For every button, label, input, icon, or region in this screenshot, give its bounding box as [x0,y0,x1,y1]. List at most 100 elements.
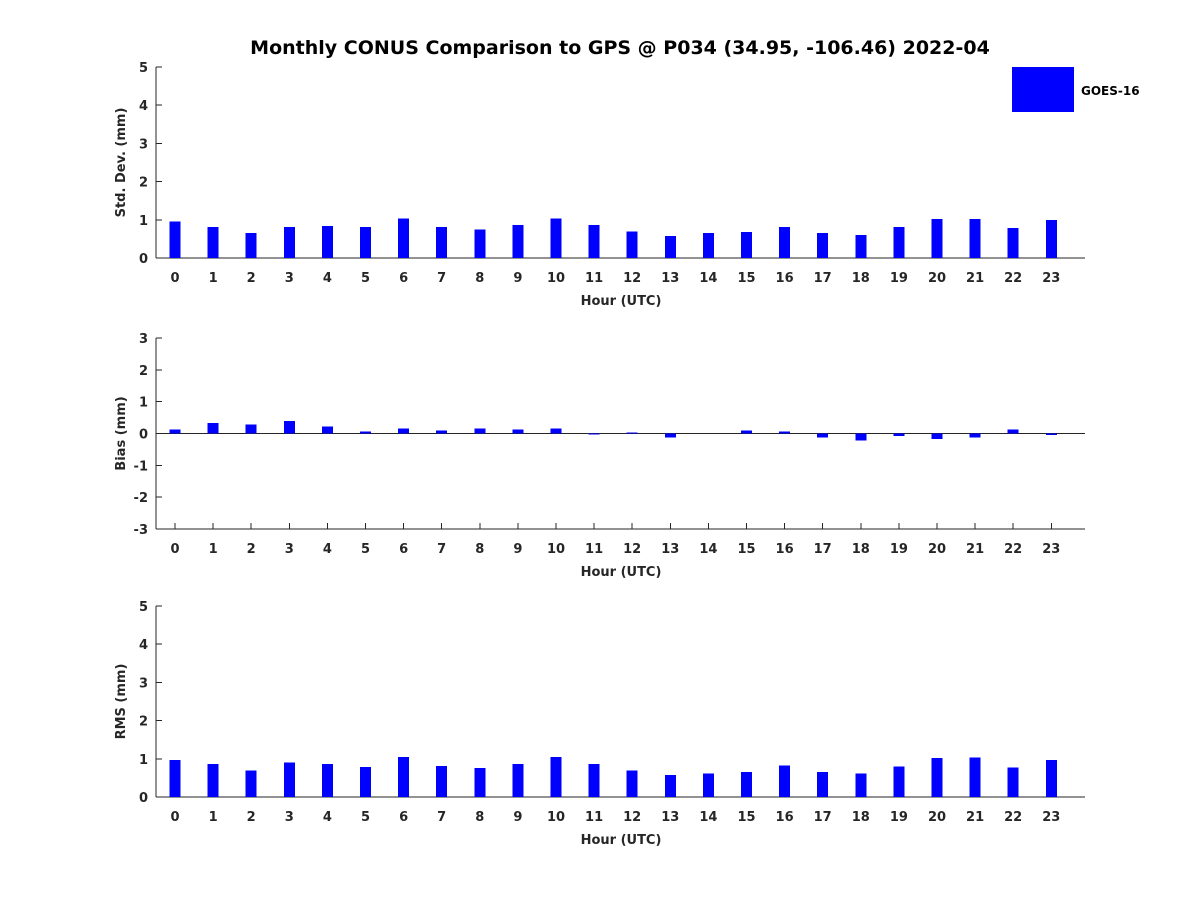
x-tick-label: 11 [585,542,603,557]
x-tick-label: 6 [399,542,408,557]
x-tick-label: 5 [361,810,370,825]
x-tick-label: 8 [475,542,484,557]
x-tick-label: 4 [323,542,332,557]
bar-hour-16 [779,227,791,258]
bar-hour-8 [474,767,486,797]
bar-hour-13 [664,774,676,797]
bar-hour-6 [398,756,410,797]
bar-hour-14 [702,233,714,258]
x-tick-label: 19 [890,542,908,557]
x-tick-label: 0 [170,810,179,825]
x-tick-label: 18 [852,810,870,825]
y-tick-label: 1 [139,214,148,229]
x-axis-label: Hour (UTC) [581,833,662,848]
x-tick-label: 3 [285,810,294,825]
bar-hour-10 [550,756,562,797]
x-tick-label: 16 [776,810,794,825]
bar-hour-20 [931,219,943,258]
x-tick-label: 10 [547,271,565,286]
x-tick-label: 5 [361,542,370,557]
bar-hour-3 [283,227,295,258]
bar-hour-17 [817,771,829,797]
legend-swatch [1012,67,1074,112]
x-tick-label: 14 [699,542,717,557]
y-tick-label: 2 [139,715,148,730]
bar-hour-11 [588,763,600,797]
bar-hour-2 [245,770,257,797]
y-tick-label: 4 [139,638,148,653]
bar-hour-0 [169,759,181,797]
y-tick-label: 5 [139,600,148,615]
x-tick-label: 21 [966,542,984,557]
bar-hour-19 [893,227,905,258]
x-tick-label: 11 [585,271,603,286]
bar-hour-20 [931,433,943,440]
y-tick-label: 2 [139,364,148,379]
bar-hour-13 [664,433,676,438]
x-tick-label: 1 [209,810,218,825]
x-tick-label: 17 [814,810,832,825]
x-tick-label: 4 [323,810,332,825]
bar-hour-1 [207,227,219,258]
y-tick-label: 1 [139,753,148,768]
x-tick-label: 23 [1042,810,1060,825]
x-tick-label: 18 [852,271,870,286]
bar-hour-5 [360,227,371,258]
x-tick-label: 16 [776,271,794,286]
bar-hour-20 [931,758,943,797]
bar-hour-4 [321,225,333,258]
bar-hour-23 [1045,220,1057,258]
bar-hour-17 [817,233,829,258]
x-tick-label: 15 [737,271,755,286]
bar-hour-16 [779,765,791,797]
x-tick-label: 12 [623,271,641,286]
y-tick-label: 3 [139,332,148,347]
bar-hour-5 [360,431,371,434]
bar-hour-9 [512,429,524,434]
legend: GOES-16 [1012,67,1140,112]
x-tick-label: 2 [247,810,256,825]
x-tick-label: 6 [399,810,408,825]
bar-hour-3 [283,762,295,797]
x-tick-label: 9 [513,542,522,557]
x-tick-label: 0 [170,271,179,286]
x-tick-label: 20 [928,810,946,825]
x-tick-label: 12 [623,542,641,557]
x-tick-label: 0 [170,542,179,557]
x-tick-label: 3 [285,542,294,557]
bar-hour-21 [969,757,981,797]
bar-hour-18 [855,773,867,797]
x-tick-label: 8 [475,271,484,286]
x-tick-label: 7 [437,810,446,825]
y-axis-label: Bias (mm) [114,396,129,470]
bar-hour-22 [1007,767,1019,797]
x-tick-label: 14 [699,271,717,286]
x-tick-label: 16 [776,542,794,557]
y-tick-label: -3 [134,523,148,538]
bar-hour-18 [855,433,867,441]
x-tick-label: 10 [547,810,565,825]
x-tick-label: 17 [814,271,832,286]
x-tick-label: 10 [547,542,565,557]
x-tick-label: 22 [1004,271,1022,286]
x-tick-label: 11 [585,810,603,825]
bar-hour-22 [1007,228,1019,258]
x-tick-label: 22 [1004,810,1022,825]
bar-hour-4 [321,764,333,797]
bar-hour-1 [207,763,219,797]
x-tick-label: 9 [513,810,522,825]
x-tick-label: 7 [437,271,446,286]
bar-hour-13 [664,236,676,258]
bar-hour-10 [550,428,562,434]
bar-hour-0 [169,221,181,258]
bar-hour-19 [893,433,905,437]
y-tick-label: -2 [134,491,148,506]
bar-hour-7 [436,227,448,258]
bar-hour-15 [741,232,752,258]
x-tick-label: 15 [737,810,755,825]
legend-label: GOES-16 [1081,84,1140,98]
x-tick-label: 13 [661,542,679,557]
